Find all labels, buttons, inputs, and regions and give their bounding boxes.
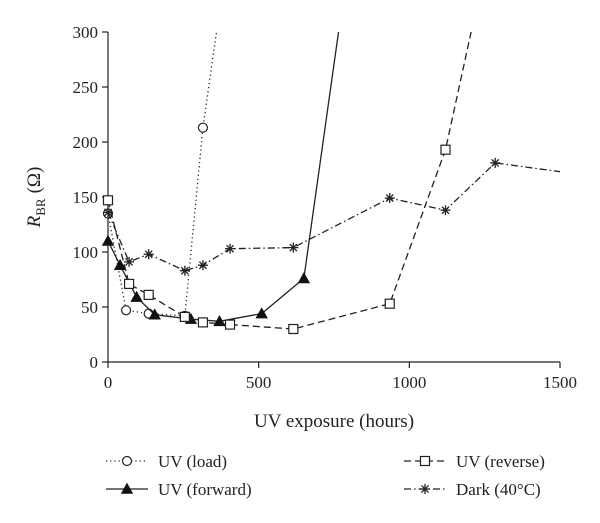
data-point-filled-triangle (148, 308, 161, 320)
legend-item-open-square: UV (reverse) (404, 452, 545, 471)
data-point-legend-open-square (419, 455, 431, 467)
data-point-open-square (197, 317, 209, 328)
data-point-open-square (288, 323, 299, 335)
y-axis-title-sub: BR (33, 198, 48, 216)
data-point-filled-triangle (130, 290, 143, 302)
series-open-circle (102, 31, 218, 321)
data-point-asterisk (103, 207, 113, 218)
series (101, 31, 561, 335)
data-point-filled-triangle (213, 314, 226, 327)
data-point-asterisk (384, 193, 395, 204)
legend-item-filled-triangle: UV (forward) (106, 480, 252, 499)
data-point-asterisk (225, 243, 236, 254)
legend-label-open-circle: UV (load) (158, 452, 227, 471)
series-open-square (102, 31, 472, 335)
y-tick-label: 250 (73, 78, 99, 97)
data-point-legend-filled-triangle (120, 482, 134, 494)
data-point-filled-triangle (101, 234, 115, 246)
legend-item-asterisk: Dark (40°C) (404, 480, 541, 499)
y-tick-label: 100 (73, 243, 99, 262)
x-tick-label: 1500 (543, 373, 577, 392)
data-point-asterisk (490, 157, 501, 168)
series-asterisk (103, 157, 561, 276)
series-filled-triangle (101, 31, 340, 327)
x-tick-label: 500 (246, 373, 272, 392)
data-point-filled-triangle (255, 307, 268, 319)
legend-label-filled-triangle: UV (forward) (158, 480, 252, 499)
x-axis-title: UV exposure (hours) (254, 411, 414, 432)
data-point-asterisk (124, 256, 135, 267)
x-tick-label: 0 (104, 373, 113, 392)
legend-item-open-circle: UV (load) (106, 452, 227, 471)
y-tick-label: 50 (81, 298, 98, 317)
data-point-asterisk (197, 260, 208, 271)
data-point-asterisk (440, 205, 451, 216)
data-point-legend-open-circle (121, 455, 133, 467)
data-point-asterisk (288, 242, 299, 253)
y-tick-label: 300 (73, 23, 99, 42)
y-tick-label: 150 (73, 188, 99, 207)
data-point-legend-asterisk (420, 484, 430, 494)
data-point-open-circle (197, 122, 209, 133)
y-axis-title-unit: (Ω) (24, 167, 45, 194)
data-point-open-square (440, 144, 451, 155)
data-point-open-square (123, 278, 135, 289)
y-tick-label: 200 (73, 133, 99, 152)
data-point-open-square (384, 298, 395, 309)
svg-text:RBR(Ω): RBR (Ω) (24, 167, 48, 229)
y-tick-label: 0 (90, 353, 99, 372)
data-point-filled-triangle (113, 258, 127, 271)
data-point-filled-triangle (297, 272, 311, 284)
series-line-open-circle (107, 31, 218, 317)
legend-label-open-square: UV (reverse) (456, 452, 545, 471)
legend: UV (load) UV (reverse) UV (forward) Dark (4… (106, 452, 545, 499)
legend-label-asterisk: Dark (40°C) (456, 480, 541, 499)
data-point-asterisk (179, 265, 190, 276)
ticks: 0 50 100 150 200 250 300 0 500 1000 1500 (73, 23, 578, 392)
data-point-open-square (224, 319, 236, 330)
y-axis-title-main: R (24, 215, 45, 228)
data-point-open-circle (120, 305, 132, 316)
data-point-open-square (179, 311, 190, 322)
data-point-open-square (102, 195, 114, 206)
data-point-asterisk (143, 249, 154, 260)
y-axis-title: RBR (Ω) (24, 167, 48, 229)
series-line-asterisk (107, 162, 561, 272)
data-point-open-square (143, 289, 154, 300)
series-line-open-square (107, 31, 472, 330)
axes (107, 32, 560, 363)
x-tick-label: 1000 (392, 373, 426, 392)
